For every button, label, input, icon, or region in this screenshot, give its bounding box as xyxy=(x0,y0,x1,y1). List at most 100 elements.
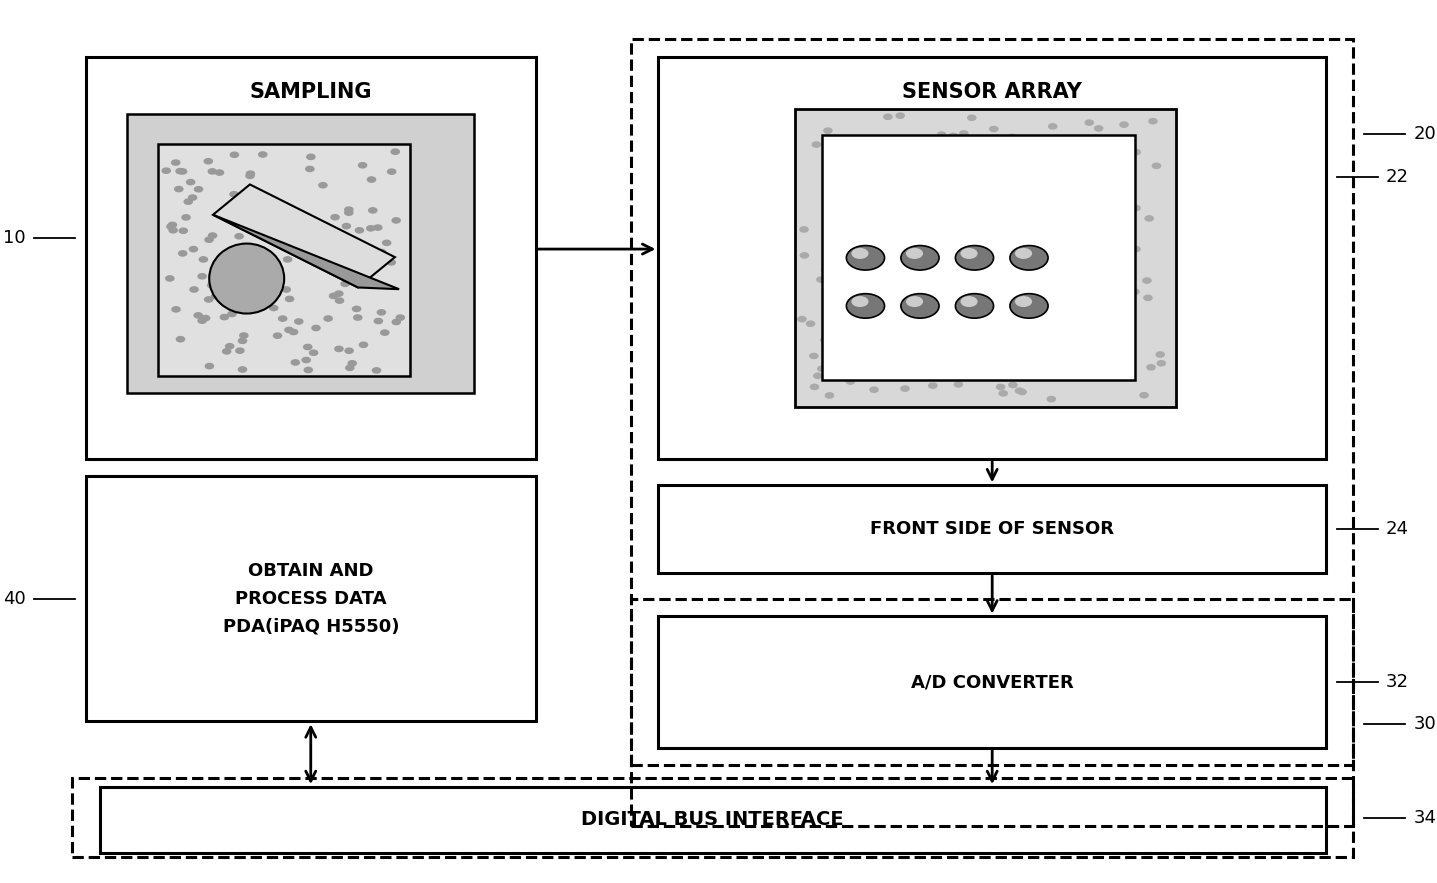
Circle shape xyxy=(859,328,868,334)
Circle shape xyxy=(282,287,290,292)
Circle shape xyxy=(1144,295,1152,300)
Circle shape xyxy=(1142,278,1151,283)
Circle shape xyxy=(345,348,354,353)
Circle shape xyxy=(882,137,891,142)
Circle shape xyxy=(822,268,829,272)
Circle shape xyxy=(305,367,312,373)
Circle shape xyxy=(239,366,247,372)
Circle shape xyxy=(233,219,241,224)
Circle shape xyxy=(812,142,821,147)
Circle shape xyxy=(882,305,891,310)
Circle shape xyxy=(1096,238,1105,244)
Text: 32: 32 xyxy=(1387,673,1410,691)
Text: OBTAIN AND
PROCESS DATA
PDA(iPAQ H5550): OBTAIN AND PROCESS DATA PDA(iPAQ H5550) xyxy=(223,562,399,636)
Circle shape xyxy=(177,336,184,342)
Circle shape xyxy=(391,149,399,155)
Circle shape xyxy=(846,245,885,270)
Circle shape xyxy=(323,316,332,321)
Circle shape xyxy=(1102,292,1111,298)
FancyBboxPatch shape xyxy=(822,135,1135,381)
Circle shape xyxy=(950,329,958,335)
Circle shape xyxy=(374,319,382,324)
Circle shape xyxy=(354,259,362,264)
Circle shape xyxy=(901,386,910,391)
Circle shape xyxy=(204,159,213,164)
Circle shape xyxy=(335,291,343,297)
Circle shape xyxy=(901,294,938,318)
Circle shape xyxy=(374,225,382,230)
Circle shape xyxy=(286,297,293,302)
Circle shape xyxy=(809,353,818,358)
Circle shape xyxy=(1094,160,1101,165)
Circle shape xyxy=(329,293,338,298)
Circle shape xyxy=(208,233,217,238)
Circle shape xyxy=(999,391,1007,396)
Circle shape xyxy=(798,316,806,321)
Circle shape xyxy=(875,223,884,229)
Circle shape xyxy=(1140,393,1148,398)
Circle shape xyxy=(366,226,375,231)
Circle shape xyxy=(960,296,977,307)
Circle shape xyxy=(175,169,184,174)
Circle shape xyxy=(845,147,852,152)
Circle shape xyxy=(329,255,338,260)
Circle shape xyxy=(175,186,182,192)
Circle shape xyxy=(188,195,197,200)
Circle shape xyxy=(1053,357,1062,362)
Circle shape xyxy=(1042,373,1050,378)
Circle shape xyxy=(1043,347,1052,352)
Circle shape xyxy=(236,298,243,303)
Circle shape xyxy=(970,249,977,254)
Circle shape xyxy=(190,287,198,292)
Circle shape xyxy=(1131,289,1140,294)
Circle shape xyxy=(198,318,207,323)
Circle shape xyxy=(851,248,868,259)
Circle shape xyxy=(1062,296,1071,301)
Circle shape xyxy=(279,316,287,321)
Circle shape xyxy=(846,294,885,318)
Circle shape xyxy=(295,319,303,324)
Circle shape xyxy=(912,340,921,345)
Circle shape xyxy=(976,266,984,271)
Circle shape xyxy=(821,337,829,343)
Circle shape xyxy=(898,175,907,180)
Circle shape xyxy=(303,344,312,350)
Circle shape xyxy=(358,162,366,168)
Circle shape xyxy=(306,155,315,160)
Circle shape xyxy=(971,345,979,351)
Circle shape xyxy=(933,344,940,349)
Circle shape xyxy=(1048,396,1055,402)
Circle shape xyxy=(355,228,364,233)
Circle shape xyxy=(1092,155,1101,161)
Circle shape xyxy=(184,199,193,204)
Circle shape xyxy=(178,251,187,256)
Circle shape xyxy=(905,296,923,307)
Circle shape xyxy=(381,330,389,336)
Circle shape xyxy=(335,346,343,351)
Circle shape xyxy=(1065,182,1073,187)
Text: DIGITAL BUS INTERFACE: DIGITAL BUS INTERFACE xyxy=(582,811,844,829)
Circle shape xyxy=(964,147,971,153)
Text: SENSOR ARRAY: SENSOR ARRAY xyxy=(902,81,1082,102)
Text: SAMPLING: SAMPLING xyxy=(250,81,372,102)
Circle shape xyxy=(1099,238,1108,243)
Circle shape xyxy=(1108,188,1117,193)
Circle shape xyxy=(319,183,328,188)
Circle shape xyxy=(312,325,320,330)
Circle shape xyxy=(934,187,943,192)
Circle shape xyxy=(813,374,822,379)
Circle shape xyxy=(958,199,967,204)
Circle shape xyxy=(897,113,904,118)
Circle shape xyxy=(1078,141,1085,147)
Circle shape xyxy=(226,343,234,349)
Circle shape xyxy=(382,240,391,245)
Circle shape xyxy=(1017,389,1026,395)
Circle shape xyxy=(846,379,855,384)
Circle shape xyxy=(341,281,349,286)
Circle shape xyxy=(387,260,395,265)
Circle shape xyxy=(846,214,854,219)
Circle shape xyxy=(964,369,971,374)
Circle shape xyxy=(345,210,354,215)
Circle shape xyxy=(816,277,825,283)
Circle shape xyxy=(313,242,320,247)
